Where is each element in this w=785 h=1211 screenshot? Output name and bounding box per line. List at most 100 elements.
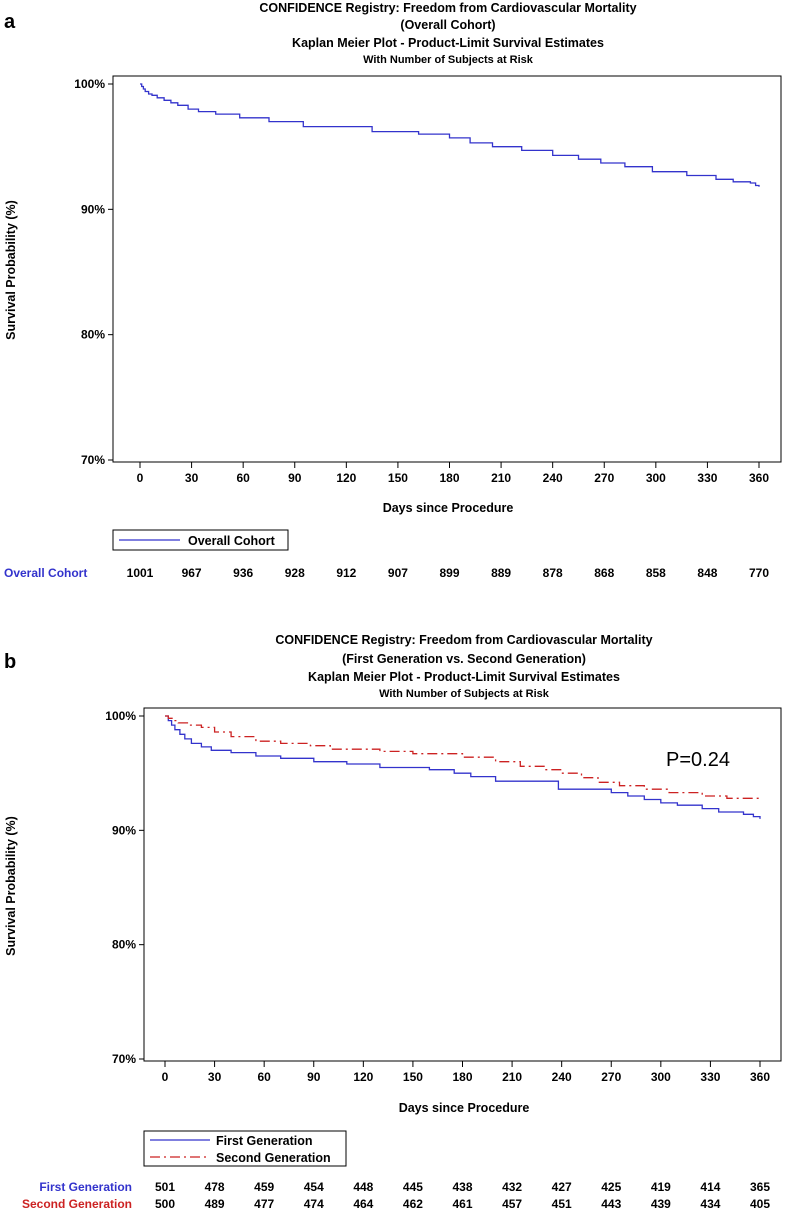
risk-value: 454 bbox=[304, 1180, 324, 1194]
risk-value: 928 bbox=[285, 566, 305, 580]
panel-b-x-axis-label: Days since Procedure bbox=[399, 1101, 530, 1115]
panel-b: b CONFIDENCE Registry: Freedom from Card… bbox=[4, 633, 782, 1211]
risk-value: 477 bbox=[254, 1197, 274, 1211]
x-tick-label: 150 bbox=[403, 1070, 423, 1084]
risk-value: 936 bbox=[233, 566, 253, 580]
x-tick-label: 60 bbox=[257, 1070, 271, 1084]
y-tick-label: 70% bbox=[112, 1052, 136, 1066]
x-tick-label: 210 bbox=[502, 1070, 522, 1084]
x-tick-label: 0 bbox=[162, 1070, 169, 1084]
panel-a-plot-frame bbox=[112, 75, 782, 463]
risk-value: 889 bbox=[491, 566, 511, 580]
x-tick-label: 30 bbox=[208, 1070, 222, 1084]
panel-a-x-axis-label: Days since Procedure bbox=[383, 501, 514, 515]
risk-value: 912 bbox=[336, 566, 356, 580]
panel-b-y-axis: 70% 80% 90% 100% bbox=[105, 709, 144, 1066]
risk-value: 501 bbox=[155, 1180, 175, 1194]
risk-value: 474 bbox=[304, 1197, 324, 1211]
series-first-generation bbox=[165, 715, 761, 819]
panel-b-title-line-2: (First Generation vs. Second Generation) bbox=[342, 652, 586, 666]
risk-value: 907 bbox=[388, 566, 408, 580]
risk-value: 464 bbox=[353, 1197, 373, 1211]
x-tick-label: 240 bbox=[552, 1070, 572, 1084]
x-tick-label: 300 bbox=[651, 1070, 671, 1084]
panel-b-legend: First Generation Second Generation bbox=[143, 1130, 347, 1167]
y-tick-label: 90% bbox=[112, 823, 136, 837]
y-tick-label: 80% bbox=[112, 938, 136, 952]
risk-value: 461 bbox=[452, 1197, 472, 1211]
risk-value: 434 bbox=[700, 1197, 720, 1211]
y-tick-label: 80% bbox=[81, 328, 105, 342]
panel-b-title-line-3: Kaplan Meier Plot - Product-Limit Surviv… bbox=[308, 670, 620, 684]
risk-value: 439 bbox=[651, 1197, 671, 1211]
risk-value: 405 bbox=[750, 1197, 770, 1211]
risk-value: 451 bbox=[552, 1197, 572, 1211]
series-second-generation bbox=[165, 715, 761, 801]
risk-value: 365 bbox=[750, 1180, 770, 1194]
risk-value: 414 bbox=[700, 1180, 720, 1194]
x-tick-label: 30 bbox=[185, 471, 199, 485]
panel-b-y-axis-label: Survival Probability (%) bbox=[4, 816, 18, 956]
panel-a-x-axis: 0 30 60 90 120 150 180 210 240 270 300 330 360 bbox=[137, 462, 769, 485]
risk-value: 489 bbox=[205, 1197, 225, 1211]
panel-b-letter: b bbox=[4, 651, 16, 673]
risk-value: 770 bbox=[749, 566, 769, 580]
risk-value: 899 bbox=[439, 566, 459, 580]
panel-a-title-line-2: (Overall Cohort) bbox=[400, 18, 495, 32]
y-tick-label: 70% bbox=[81, 453, 105, 467]
panel-b-x-axis: 0 30 60 90 120 150 180 210 240 270 300 330 360 bbox=[162, 1061, 770, 1084]
x-tick-label: 270 bbox=[594, 471, 614, 485]
panel-a-legend: Overall Cohort bbox=[112, 529, 289, 551]
risk-value: 459 bbox=[254, 1180, 274, 1194]
panel-b-risk-label-first-generation: First Generation bbox=[39, 1180, 132, 1194]
panel-b-risk-label-second-generation: Second Generation bbox=[22, 1197, 132, 1211]
panel-a-title-line-3: Kaplan Meier Plot - Product-Limit Surviv… bbox=[292, 36, 604, 50]
x-tick-label: 300 bbox=[646, 471, 666, 485]
risk-value: 967 bbox=[182, 566, 202, 580]
panel-a-letter: a bbox=[4, 11, 16, 33]
risk-value: 868 bbox=[594, 566, 614, 580]
panel-a-title-line-1: CONFIDENCE Registry: Freedom from Cardio… bbox=[259, 1, 636, 15]
panel-a: a CONFIDENCE Registry: Freedom from Card… bbox=[4, 1, 782, 580]
x-tick-label: 90 bbox=[307, 1070, 321, 1084]
x-tick-label: 150 bbox=[388, 471, 408, 485]
y-tick-label: 100% bbox=[105, 709, 136, 723]
y-tick-label: 100% bbox=[74, 77, 105, 91]
x-tick-label: 60 bbox=[236, 471, 250, 485]
panel-a-series-layer bbox=[140, 83, 760, 187]
panel-a-y-axis-label: Survival Probability (%) bbox=[4, 200, 18, 340]
risk-value: 432 bbox=[502, 1180, 522, 1194]
risk-value: 500 bbox=[155, 1197, 175, 1211]
x-tick-label: 90 bbox=[288, 471, 302, 485]
x-tick-label: 180 bbox=[439, 471, 459, 485]
risk-value: 848 bbox=[697, 566, 717, 580]
x-tick-label: 240 bbox=[543, 471, 563, 485]
risk-value: 445 bbox=[403, 1180, 423, 1194]
risk-value: 425 bbox=[601, 1180, 621, 1194]
x-tick-label: 0 bbox=[137, 471, 144, 485]
panel-a-y-axis: 70% 80% 90% 100% bbox=[74, 77, 113, 467]
panel-a-risk-label-overall-cohort: Overall Cohort bbox=[4, 566, 87, 580]
panel-b-series-layer bbox=[165, 715, 761, 819]
risk-value: 478 bbox=[205, 1180, 225, 1194]
risk-value: 419 bbox=[651, 1180, 671, 1194]
risk-value: 1001 bbox=[127, 566, 154, 580]
y-tick-label: 90% bbox=[81, 202, 105, 216]
x-tick-label: 120 bbox=[336, 471, 356, 485]
panel-b-legend-label-second-generation: Second Generation bbox=[216, 1151, 331, 1165]
series-overall-cohort bbox=[140, 83, 760, 187]
x-tick-label: 180 bbox=[452, 1070, 472, 1084]
x-tick-label: 360 bbox=[750, 1070, 770, 1084]
panel-b-p-value: P=0.24 bbox=[666, 749, 730, 771]
risk-value: 878 bbox=[543, 566, 563, 580]
x-tick-label: 360 bbox=[749, 471, 769, 485]
risk-value: 438 bbox=[452, 1180, 472, 1194]
risk-value: 443 bbox=[601, 1197, 621, 1211]
panel-a-risk-table: Overall Cohort 1001 967 936 928 912 907 899 889… bbox=[4, 566, 769, 580]
x-tick-label: 270 bbox=[601, 1070, 621, 1084]
panel-a-legend-label-overall-cohort: Overall Cohort bbox=[188, 534, 276, 548]
panel-a-subtitle: With Number of Subjects at Risk bbox=[363, 54, 534, 66]
risk-value: 427 bbox=[552, 1180, 572, 1194]
x-tick-label: 210 bbox=[491, 471, 511, 485]
